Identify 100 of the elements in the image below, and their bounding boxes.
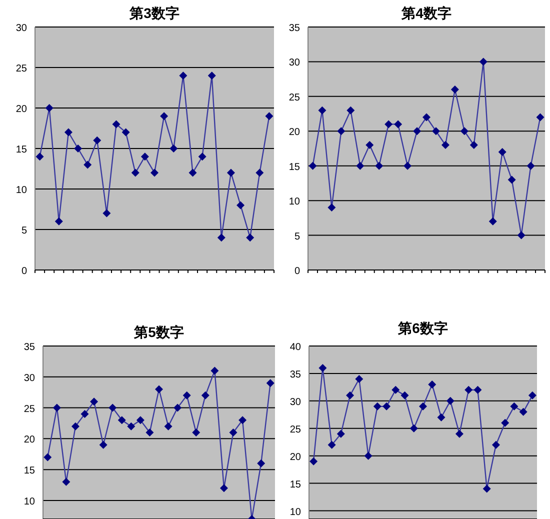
- point: [460, 127, 468, 136]
- point: [192, 428, 200, 436]
- point: [455, 430, 464, 438]
- point: [488, 217, 497, 226]
- point: [108, 404, 117, 412]
- point: [392, 386, 400, 394]
- y-tick-label: 35: [24, 342, 36, 353]
- point: [112, 120, 120, 128]
- point: [265, 112, 274, 120]
- y-tick-label: 20: [16, 104, 28, 115]
- point: [450, 85, 459, 94]
- y-tick-label: 15: [24, 466, 36, 477]
- y-tick-label: 5: [294, 231, 300, 242]
- point: [84, 160, 92, 169]
- point: [170, 144, 178, 152]
- point: [510, 402, 518, 410]
- point: [508, 176, 516, 184]
- point: [71, 422, 80, 430]
- y-tick-label: 30: [290, 396, 302, 408]
- y-tick-label: 30: [16, 23, 28, 34]
- chart-title: 第3数字: [128, 5, 180, 21]
- point: [375, 162, 384, 170]
- point: [482, 484, 491, 493]
- point: [74, 144, 82, 152]
- point: [122, 128, 130, 136]
- point: [464, 386, 473, 394]
- point: [182, 391, 191, 400]
- point: [366, 141, 374, 150]
- y-tick-label: 20: [288, 127, 300, 138]
- point: [44, 453, 52, 462]
- point: [45, 104, 54, 112]
- point: [220, 484, 228, 492]
- point: [346, 391, 354, 400]
- point: [470, 141, 478, 150]
- point: [355, 374, 364, 383]
- point: [52, 404, 61, 412]
- y-tick-label: 10: [24, 496, 36, 508]
- point: [36, 152, 44, 161]
- point: [62, 478, 70, 486]
- point: [394, 120, 402, 128]
- y-tick-label: 0: [294, 266, 300, 277]
- point: [400, 391, 409, 400]
- point: [136, 416, 144, 424]
- point: [174, 404, 182, 412]
- point: [336, 430, 345, 438]
- y-tick-label: 5: [21, 226, 28, 236]
- point: [150, 168, 158, 177]
- point: [257, 459, 266, 468]
- point: [382, 402, 391, 410]
- point: [422, 113, 430, 122]
- point: [226, 168, 235, 177]
- y-tick-label: 25: [24, 404, 36, 415]
- y-tick-label: 15: [288, 162, 300, 173]
- point: [432, 127, 440, 136]
- y-tick-label: 25: [16, 64, 28, 74]
- point: [536, 113, 544, 122]
- point: [404, 162, 412, 170]
- y-tick-label: 30: [288, 58, 300, 69]
- point: [519, 408, 528, 416]
- point: [419, 402, 427, 410]
- point: [64, 128, 72, 136]
- y-tick-label: 20: [290, 452, 302, 463]
- y-tick-label: 10: [16, 185, 28, 196]
- y-tick-label: 35: [290, 369, 302, 380]
- point: [217, 234, 226, 242]
- point: [155, 385, 163, 394]
- y-tick-label: 35: [288, 23, 300, 34]
- point: [318, 106, 326, 114]
- point: [188, 168, 197, 177]
- point: [201, 391, 210, 400]
- point: [310, 457, 318, 466]
- y-tick-label: 10: [288, 196, 300, 208]
- point: [517, 231, 526, 240]
- point: [131, 168, 140, 177]
- point: [384, 120, 393, 128]
- y-tick-label: 15: [290, 479, 302, 490]
- point: [413, 127, 422, 136]
- point: [498, 148, 506, 156]
- point: [346, 106, 355, 114]
- point: [526, 162, 535, 170]
- point: [474, 386, 482, 394]
- point: [118, 416, 126, 424]
- y-tick-label: 20: [24, 434, 36, 446]
- point: [337, 127, 346, 136]
- point: [80, 410, 89, 418]
- point: [99, 440, 108, 449]
- point: [146, 428, 154, 436]
- y-tick-label: 30: [24, 372, 36, 384]
- point: [164, 422, 172, 430]
- point: [90, 398, 98, 406]
- y-tick-label: 10: [290, 506, 302, 518]
- point: [428, 380, 436, 388]
- point: [479, 58, 488, 66]
- point: [236, 201, 245, 210]
- point: [210, 366, 219, 375]
- point: [140, 152, 149, 161]
- point: [266, 379, 274, 388]
- point: [229, 428, 238, 436]
- y-tick-label: 25: [290, 424, 302, 436]
- chart-title: 第4数字: [400, 5, 452, 21]
